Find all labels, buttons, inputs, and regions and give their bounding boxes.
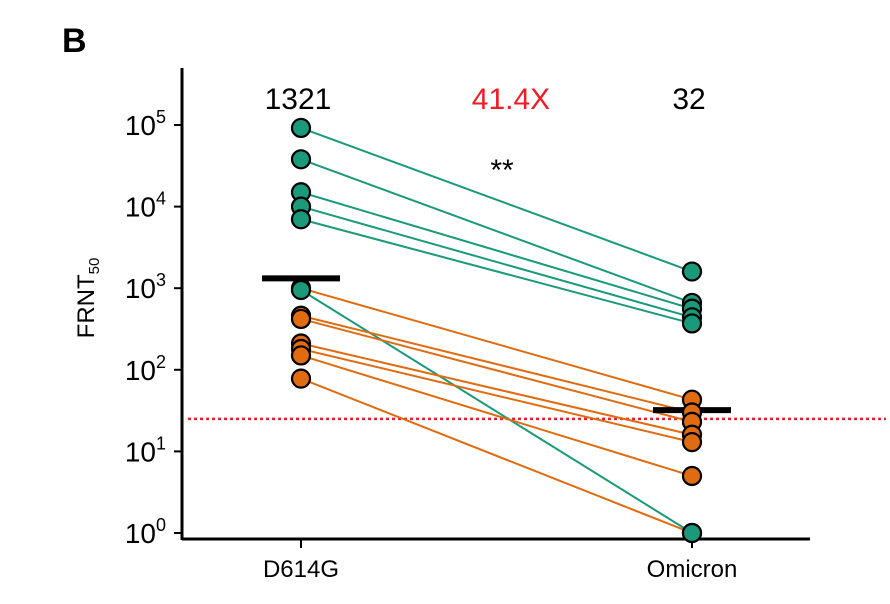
data-point-green-d614g (290, 209, 312, 230)
y-axis-title-base: FRNT (73, 274, 100, 338)
pair-line-green (300, 218, 693, 325)
gmt-label-omicron: 32 (672, 83, 705, 116)
y-tick-exponent: 3 (156, 270, 166, 290)
data-point-green-d614g (290, 149, 312, 170)
y-tick-base: 10 (125, 518, 156, 549)
x-tick-label-d614g: D614G (263, 556, 339, 583)
y-tick-base: 10 (125, 355, 156, 386)
data-points (290, 117, 703, 544)
pair-line-green (300, 191, 693, 310)
pair-line-orange (300, 314, 693, 414)
data-point-orange-omicron (681, 465, 703, 487)
fold-change-label: 41.4X (472, 83, 550, 116)
y-tick-base: 10 (125, 273, 156, 304)
data-point-orange-d614g (290, 308, 312, 330)
y-tick-label: 102 (125, 352, 166, 386)
y-tick-label: 100 (125, 515, 166, 549)
pair-line-green (300, 127, 693, 273)
data-point-orange-d614g (290, 368, 312, 389)
x-ticks: D614G Omicron (263, 539, 737, 583)
y-tick-label: 103 (125, 270, 166, 304)
data-point-green-omicron (681, 261, 703, 282)
data-point-green-omicron (681, 313, 703, 334)
panel-label: B (62, 22, 87, 60)
pair-line-orange (300, 287, 693, 401)
data-point-orange-d614g (290, 345, 312, 366)
pair-line-orange (300, 354, 693, 477)
y-tick-exponent: 4 (156, 189, 166, 209)
y-tick-exponent: 2 (156, 352, 166, 372)
y-tick-label: 104 (125, 189, 166, 223)
gmt-label-d614g: 1321 (265, 83, 332, 116)
data-point-green-d614g (290, 279, 312, 301)
pair-line-orange (300, 347, 693, 444)
data-point-green-d614g (290, 117, 312, 139)
pair-line-orange (300, 317, 693, 423)
y-tick-label: 101 (125, 433, 166, 467)
y-axis-title: FRNT50 (73, 258, 103, 339)
y-tick-base: 10 (125, 436, 156, 467)
pair-line-green (300, 205, 693, 319)
y-tick-exponent: 0 (156, 515, 166, 535)
pair-line-green (300, 289, 693, 534)
pair-line-green (300, 158, 693, 304)
x-tick-label-omicron: Omicron (647, 556, 738, 583)
pair-line-orange (300, 377, 693, 534)
significance-label: ** (490, 154, 514, 187)
y-tick-exponent: 1 (156, 433, 166, 453)
pair-lines (300, 127, 693, 534)
y-tick-exponent: 5 (156, 107, 166, 127)
y-tick-base: 10 (125, 110, 156, 141)
pair-line-orange (300, 342, 693, 436)
y-tick-base: 10 (125, 192, 156, 223)
y-tick-label: 105 (125, 107, 166, 141)
y-axis-title-subscript: 50 (86, 258, 103, 275)
data-point-orange-omicron (681, 432, 703, 453)
data-point-green-omicron (681, 522, 703, 544)
